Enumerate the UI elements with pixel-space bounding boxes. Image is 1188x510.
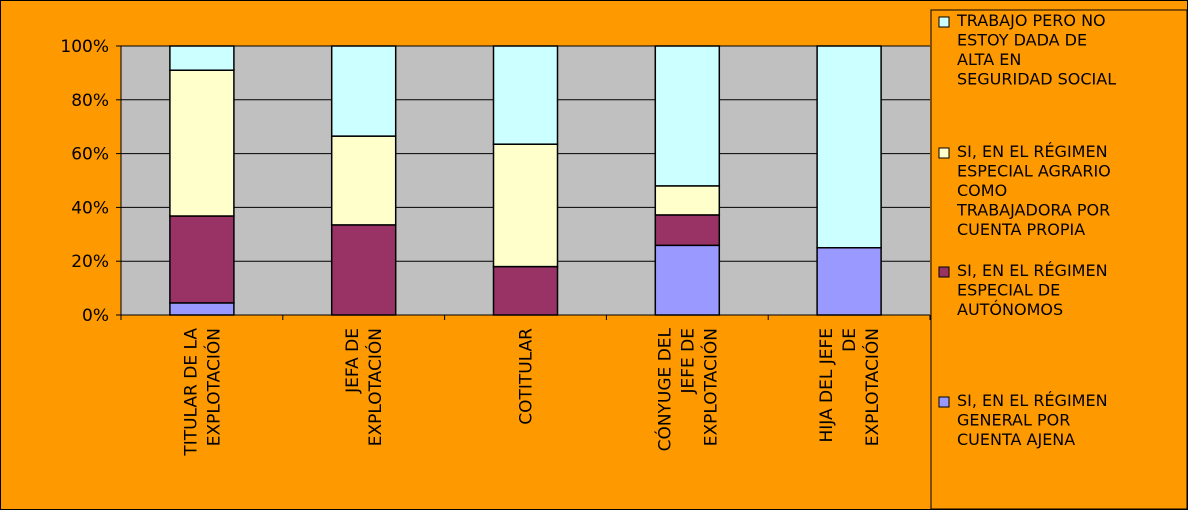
bar-segment bbox=[330, 224, 397, 316]
x-tick-label: COTITULAR bbox=[517, 328, 537, 425]
bar-segment bbox=[654, 214, 721, 247]
legend-label-line: GENERAL POR bbox=[957, 411, 1070, 430]
bar-segment bbox=[492, 143, 559, 268]
bar-segment bbox=[169, 302, 235, 316]
bar-segment bbox=[492, 265, 559, 316]
legend-swatch bbox=[938, 147, 950, 159]
bar-segment bbox=[654, 185, 721, 216]
x-tick-label-line: TITULAR DE LA bbox=[181, 328, 201, 457]
y-tick-label: 60% bbox=[71, 145, 109, 165]
legend-label-line: COMO bbox=[957, 181, 1007, 200]
x-tick-label-line: JEFA DE bbox=[343, 328, 363, 394]
bar-segment bbox=[330, 45, 397, 137]
bar-segment bbox=[654, 244, 721, 316]
y-tick-label: 0% bbox=[82, 306, 109, 326]
x-tick-label-line: CÓNYUGE DEL bbox=[653, 327, 675, 451]
y-tick-label: 80% bbox=[71, 91, 109, 111]
bar-segment bbox=[330, 135, 397, 226]
legend-swatch bbox=[938, 396, 950, 408]
bar-segment bbox=[654, 45, 721, 187]
legend-label-line: CUENTA PROPIA bbox=[957, 220, 1085, 239]
y-tick-label: 100% bbox=[60, 37, 109, 57]
legend-swatch bbox=[938, 16, 950, 28]
x-tick-label-line: JEFE DE bbox=[678, 328, 698, 395]
x-tick-label-line: EXPLOTACIÓN bbox=[202, 328, 224, 446]
x-tick-label-line: DE bbox=[840, 328, 860, 352]
legend-label-line: SI, EN EL RÉGIMEN bbox=[957, 391, 1108, 410]
bar-segment bbox=[169, 69, 235, 217]
bar-segment bbox=[816, 45, 882, 249]
x-tick-label: CÓNYUGE DEL JEFE DE EXPLOTACIÓN bbox=[653, 327, 721, 451]
legend-label-line: TRABAJO PERO NO bbox=[956, 11, 1106, 30]
legend-label-line: AUTÓNOMOS bbox=[957, 300, 1063, 319]
bar-segment bbox=[169, 215, 235, 304]
x-tick-label-line: EXPLOTACIÓN bbox=[699, 328, 721, 446]
x-tick-label-line: EXPLOTACIÓN bbox=[364, 328, 386, 446]
legend-label-line: CUENTA AJENA bbox=[957, 430, 1075, 449]
legend-label-line: ESTOY DADA DE bbox=[957, 31, 1087, 50]
x-tick-label-line: EXPLOTACIÓN bbox=[861, 328, 883, 446]
legend-box bbox=[930, 9, 1188, 510]
legend-label-line: ALTA EN bbox=[957, 50, 1021, 69]
bar-segment bbox=[169, 45, 235, 71]
x-tick-label: HIJA DEL JEFE DE EXPLOTACIÓN bbox=[817, 328, 883, 446]
y-tick-label: 40% bbox=[71, 198, 109, 218]
y-tick-label: 20% bbox=[71, 252, 109, 272]
x-tick-label-line: HIJA DEL JEFE bbox=[817, 328, 837, 443]
legend-label-line: ESPECIAL DE bbox=[957, 281, 1060, 300]
legend-label-line: ESPECIAL AGRARIO bbox=[957, 162, 1111, 181]
legend-label-line: SEGURIDAD SOCIAL bbox=[957, 70, 1116, 89]
plot-area: 0%20%40%60%80%100%TITULAR DE LA EXPLOTACI… bbox=[60, 37, 931, 457]
x-tick-label-line: COTITULAR bbox=[517, 328, 537, 425]
bar-segment bbox=[492, 45, 559, 145]
x-tick-label: TITULAR DE LA EXPLOTACIÓN bbox=[181, 328, 224, 457]
legend-swatch bbox=[938, 266, 950, 278]
legend-label-line: SI, EN EL RÉGIMEN bbox=[957, 142, 1108, 161]
legend-label-line: SI, EN EL RÉGIMEN bbox=[957, 261, 1108, 280]
legend-label-line: TRABAJADORA POR bbox=[956, 201, 1110, 220]
x-tick-label: JEFA DE EXPLOTACIÓN bbox=[343, 328, 386, 446]
bar-segment bbox=[816, 247, 882, 316]
